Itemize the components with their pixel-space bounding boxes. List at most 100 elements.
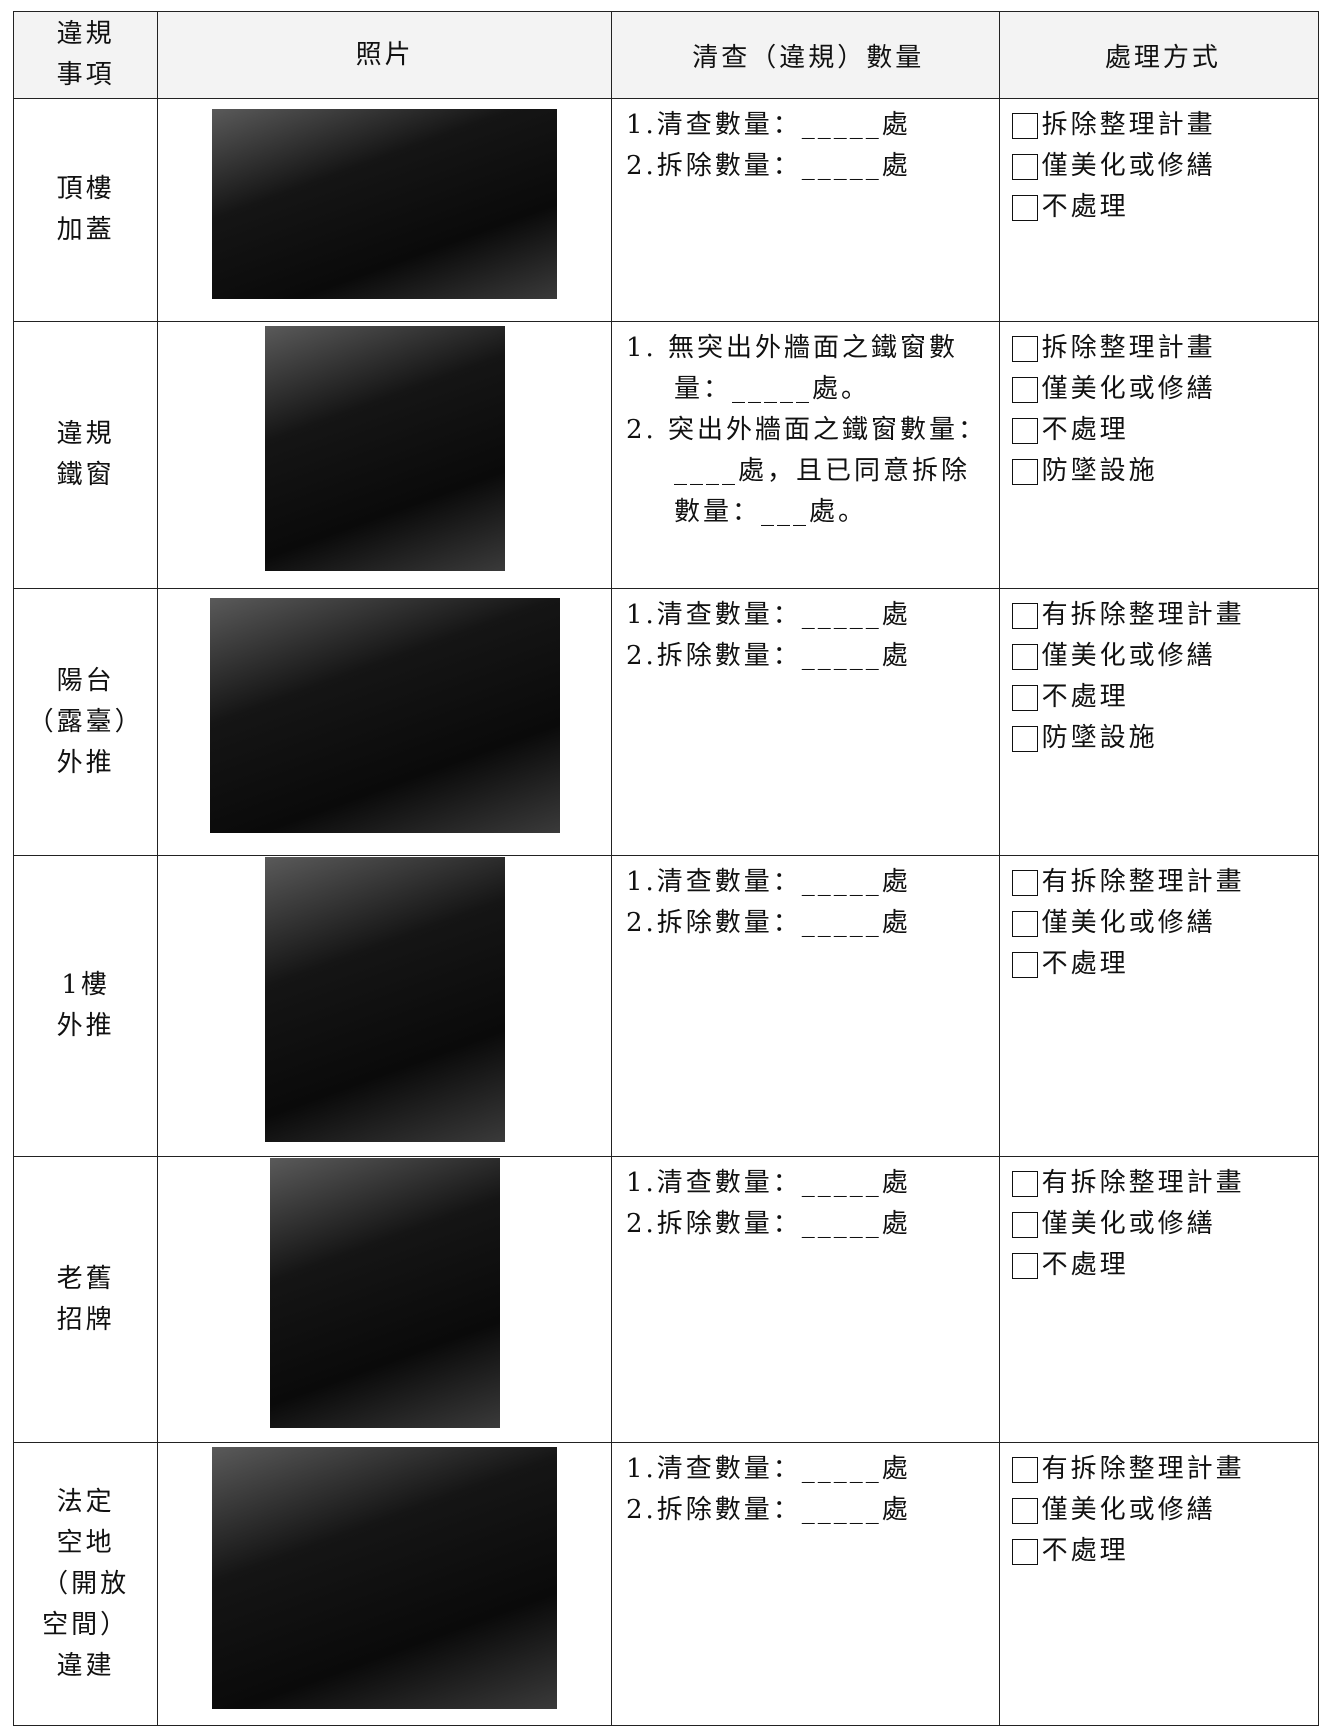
option: 有拆除整理計畫 (1011, 595, 1314, 636)
option: 不處理 (1011, 677, 1314, 718)
checkbox[interactable] (1011, 1252, 1038, 1279)
quantity-cell: 1.清查數量：_____處 2.拆除數量：_____處 (610, 98, 1000, 322)
option: 僅美化或修繕 (1011, 1204, 1314, 1245)
checkbox[interactable] (1011, 643, 1038, 670)
option-label: 有拆除整理計畫 (1041, 600, 1245, 630)
table-row: 1樓 外推 1.清查數量：_____處 2.拆除數量：_____處 有拆除整理計畫 僅美化… (12, 855, 1319, 1157)
item-line: 1樓 (61, 970, 110, 1000)
option-label: 僅美化或修繕 (1041, 1495, 1216, 1525)
options-cell: 拆除整理計畫 僅美化或修繕 不處理防墜設施 (998, 321, 1319, 589)
photo (264, 326, 505, 571)
option-label: 有拆除整理計畫 (1041, 1454, 1245, 1484)
option: 僅美化或修繕 (1011, 903, 1314, 944)
checkbox[interactable] (1011, 910, 1038, 937)
option: 防墜設施 (1011, 718, 1314, 759)
option-label: 僅美化或修繕 (1041, 151, 1216, 181)
table-row: 法定 空地 （開放 空間） 違建 1.清查數量：_____處 2.拆除數量：_____處 有拆… (12, 1442, 1319, 1726)
checkbox[interactable] (1011, 684, 1038, 711)
option-label: 僅美化或修繕 (1041, 1209, 1216, 1239)
photo (212, 108, 558, 299)
option-label: 不處理 (1041, 192, 1129, 222)
item-cell: 法定 空地 （開放 空間） 違建 (12, 1442, 159, 1726)
option-label: 防墜設施 (1041, 723, 1158, 753)
quantity-line: 1.清查數量：_____處 (625, 110, 911, 140)
item-cell: 1樓外推 (12, 855, 159, 1157)
quantity-line: 1.清查數量：_____處 (625, 1168, 911, 1198)
option-label: 僅美化或修繕 (1041, 374, 1216, 404)
checkbox[interactable] (1011, 335, 1038, 362)
item-line: 事項 (56, 60, 115, 90)
option-label: 防墜設施 (1041, 456, 1158, 486)
checkbox[interactable] (1011, 1538, 1038, 1565)
photo-cell (157, 588, 612, 856)
option: 有拆除整理計畫 (1011, 1449, 1314, 1490)
header-row: 違規 事項 照片 清查（違規）數量 處理方式 (12, 11, 1319, 99)
option-label: 不處理 (1041, 949, 1129, 979)
checkbox[interactable] (1011, 602, 1038, 629)
options-cell: 拆除整理計畫 僅美化或修繕 不處理 (998, 98, 1319, 322)
item-line: 加蓋 (56, 215, 115, 245)
photo (264, 857, 505, 1142)
header-photo: 照片 (157, 11, 612, 99)
checkbox[interactable] (1011, 1170, 1038, 1197)
table-row: 老舊招牌 1.清查數量：_____處 2.拆除數量：_____處 有拆除整理計畫 僅美化… (12, 1156, 1319, 1443)
photo-cell (157, 855, 612, 1157)
violation-table: 違規 事項 照片 清查（違規）數量 處理方式 頂樓 加蓋 1.清查數量：_____處 2… (12, 11, 1319, 1726)
quantity-line: 1.清查數量：_____處 (625, 600, 911, 630)
item-cell: 陽台 （露臺） 外推 (12, 588, 159, 856)
table-row: 違規 鐵窗 1. 無突出外牆面之鐵窗數量：_____處。 2. 突出外牆面之鐵窗數量：… (12, 321, 1319, 589)
option-label: 拆除整理計畫 (1041, 110, 1216, 140)
option: 有拆除整理計畫 (1011, 1163, 1314, 1204)
option-label: 不處理 (1041, 1536, 1129, 1566)
item-line: 法定 (56, 1486, 115, 1517)
checkbox[interactable] (1011, 1456, 1038, 1483)
option-label: 僅美化或修繕 (1041, 641, 1216, 671)
option-label: 拆除整理計畫 (1041, 333, 1216, 363)
quantity-line: 2.拆除數量：_____處 (625, 908, 911, 938)
options-cell: 有拆除整理計畫 僅美化或修繕 不處理 (998, 1442, 1319, 1726)
option: 不處理 (1011, 1531, 1314, 1572)
photo (269, 1158, 500, 1428)
item-line: 老舊 (56, 1263, 115, 1294)
option: 拆除整理計畫 (1011, 105, 1314, 146)
item-cell: 違規 鐵窗 (12, 321, 159, 589)
quantity-line: 2.拆除數量：_____處 (625, 151, 911, 181)
item-line: （開放 (42, 1568, 130, 1599)
option: 不處理 (1011, 187, 1314, 228)
document: 違規 事項 照片 清查（違規）數量 處理方式 頂樓 加蓋 1.清查數量：_____處 2… (12, 11, 1319, 1726)
item-line: 招牌 (56, 1304, 115, 1335)
checkbox[interactable] (1011, 112, 1038, 139)
item-line: 外推 (56, 1011, 115, 1041)
options-cell: 有拆除整理計畫 僅美化或修繕 不處理 (998, 855, 1319, 1157)
header-item: 違規 事項 (12, 11, 159, 99)
table-body: 違規 事項 照片 清查（違規）數量 處理方式 頂樓 加蓋 1.清查數量：_____處 2… (12, 11, 1319, 1726)
quantity-line: 2. 突出外牆面之鐵窗數量：____處，且已同意拆除數量：___處。 (625, 415, 988, 527)
option-label: 有拆除整理計畫 (1041, 1168, 1245, 1198)
quantity-line: 2.拆除數量：_____處 (625, 1209, 911, 1239)
option: 不處理 (1011, 1245, 1314, 1286)
item-cell: 老舊 招牌 (12, 1156, 159, 1443)
quantity-cell: 1.清查數量：_____處 2.拆除數量：_____處 (610, 1156, 1000, 1443)
photo (209, 598, 560, 833)
photo-cell (157, 1156, 612, 1443)
item-line: 違規 (56, 19, 115, 49)
quantity-cell: 1.清查數量：_____處 2.拆除數量：_____處 (610, 855, 1000, 1157)
checkbox[interactable] (1011, 417, 1038, 444)
option: 拆除整理計畫 (1011, 328, 1314, 369)
checkbox[interactable] (1011, 1211, 1038, 1238)
checkbox[interactable] (1011, 458, 1038, 485)
checkbox[interactable] (1011, 725, 1038, 752)
checkbox[interactable] (1011, 153, 1038, 180)
quantity-cell: 1.清查數量：_____處 2.拆除數量：_____處 (610, 588, 1000, 856)
option-label: 不處理 (1041, 415, 1129, 445)
checkbox[interactable] (1011, 951, 1038, 978)
options-cell: 有拆除整理計畫 僅美化或修繕不處理防墜設施 (998, 588, 1319, 856)
checkbox[interactable] (1011, 869, 1038, 896)
quantity-line: 1. 無突出外牆面之鐵窗數量：_____處。 (625, 333, 959, 404)
checkbox[interactable] (1011, 194, 1038, 221)
checkbox[interactable] (1011, 1497, 1038, 1524)
quantity-cell: 1. 無突出外牆面之鐵窗數量：_____處。 2. 突出外牆面之鐵窗數量：____… (610, 321, 1000, 589)
option: 防墜設施 (1011, 451, 1314, 492)
photo (212, 1446, 558, 1709)
checkbox[interactable] (1011, 376, 1038, 403)
